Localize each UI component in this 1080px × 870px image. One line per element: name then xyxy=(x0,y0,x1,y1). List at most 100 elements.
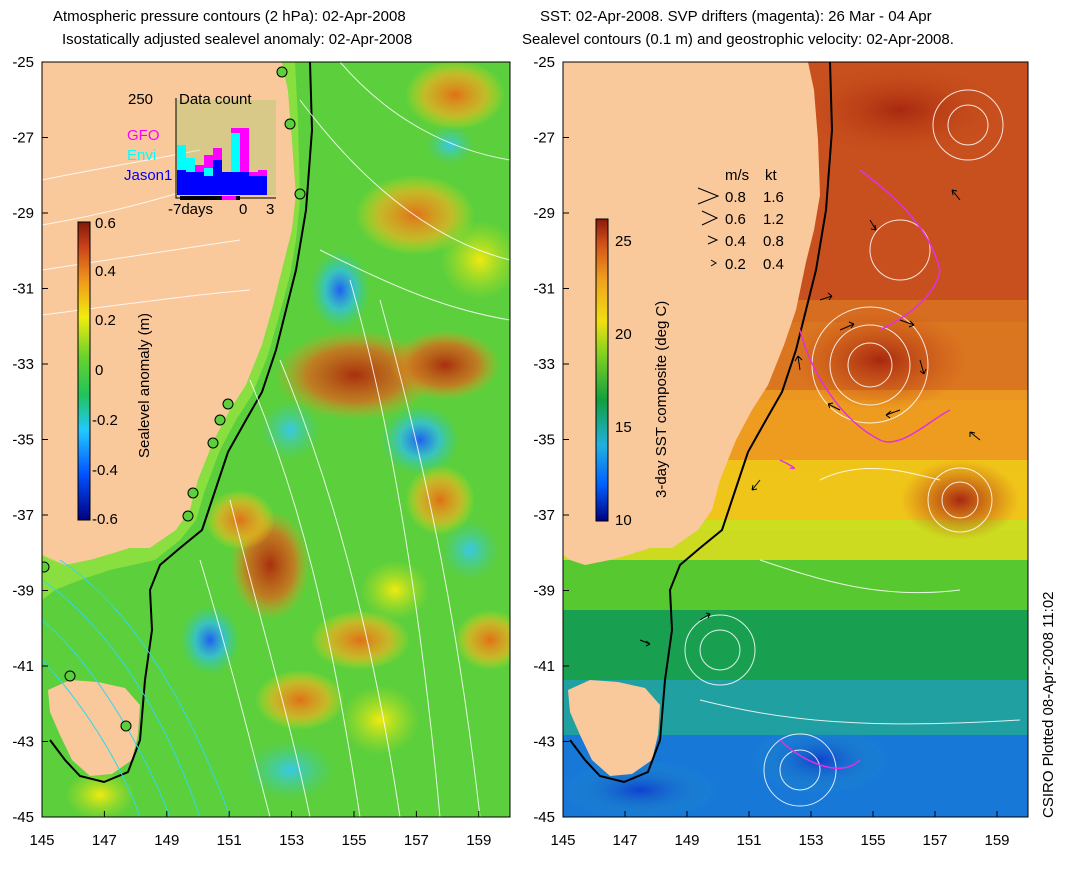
lat-tick-label: -37 xyxy=(533,507,555,524)
lat-tick-label: -27 xyxy=(12,130,34,147)
sst-hot-patch xyxy=(900,460,1020,540)
mainland-australia xyxy=(563,62,820,565)
lon-tick-label: 157 xyxy=(922,832,947,849)
sst-hot-patch xyxy=(790,62,1010,160)
lat-tick-label: -39 xyxy=(533,583,555,600)
anomaly-patch xyxy=(340,685,420,755)
lat-tick-label: -31 xyxy=(533,281,555,298)
lat-tick-label: -29 xyxy=(533,205,555,222)
lon-tick-label: 151 xyxy=(217,832,242,849)
inset-max-label: 250 xyxy=(128,91,153,108)
anomaly-tick: 0.4 xyxy=(95,263,116,280)
anomaly-patch xyxy=(440,220,510,300)
lat-tick-label: -33 xyxy=(12,356,34,373)
svp-drifter-tracks xyxy=(779,169,951,769)
lat-tick-label: -35 xyxy=(533,432,555,449)
inset-x-tick-end: 3 xyxy=(266,201,274,218)
anomaly-patch xyxy=(65,770,135,817)
left-title-line1: Atmospheric pressure contours (2 hPa): 0… xyxy=(53,8,406,25)
velocity-legend-header-kt: kt xyxy=(765,167,778,184)
anomaly-colorbar-ticks: 0.6 0.4 0.2 0 -0.2 -0.4 -0.6 xyxy=(92,215,118,528)
lon-tick-label: 159 xyxy=(984,832,1009,849)
lat-tick-label: -27 xyxy=(533,130,555,147)
lon-tick-label: 149 xyxy=(154,832,179,849)
tasmania xyxy=(48,680,140,776)
right-title-line2: Sealevel contours (0.1 m) and geostrophi… xyxy=(522,31,954,48)
lat-tick-label: -43 xyxy=(533,734,555,751)
lon-tick-label: 155 xyxy=(341,832,366,849)
sst-hot-patch xyxy=(790,310,970,410)
lat-tick-label: -45 xyxy=(12,809,34,826)
lon-tick-label: 147 xyxy=(612,832,637,849)
inset-legend-jason1: Jason1 xyxy=(124,167,172,184)
sst-tick: 20 xyxy=(615,326,632,343)
sst-tick: 10 xyxy=(615,512,632,529)
lon-tick-label: 145 xyxy=(550,832,575,849)
lat-tick-label: -37 xyxy=(12,507,34,524)
sst-map xyxy=(563,62,1028,817)
tide-gauge-markers xyxy=(42,66,306,732)
lat-tick-label: -35 xyxy=(12,432,34,449)
warm-eddy xyxy=(405,465,475,535)
lat-tick-label: -25 xyxy=(12,54,34,71)
velocity-legend-ms: 0.4 xyxy=(725,233,746,250)
velocity-legend-ms: 0.8 xyxy=(725,189,746,206)
lon-tick-label: 157 xyxy=(404,832,429,849)
inset-legend-gfo: GFO xyxy=(127,127,160,144)
axis-ticks: -25 -27 -29 -31 -33 -35 -37 -39 -41 -43 -45 145 147 1… xyxy=(12,54,1009,849)
lat-tick-label: -41 xyxy=(533,658,555,675)
lon-tick-label: 153 xyxy=(798,832,823,849)
isobath-contour xyxy=(49,62,314,784)
velocity-legend-kt: 1.2 xyxy=(763,211,784,228)
geostrophic-velocity-arrows xyxy=(639,189,981,647)
tasmania xyxy=(568,680,660,776)
sealevel-contours xyxy=(684,89,1021,807)
cold-eddy xyxy=(180,605,240,675)
lon-tick-label: 149 xyxy=(674,832,699,849)
cold-eddy xyxy=(440,520,500,580)
cyan-pressure-contours xyxy=(42,559,231,817)
sst-tick: 15 xyxy=(615,419,632,436)
inset-x-tick-zero: 0 xyxy=(239,201,247,218)
lat-tick-label: -41 xyxy=(12,658,34,675)
lat-tick-label: -33 xyxy=(533,356,555,373)
anomaly-colorbar-label: Sealevel anomaly (m) xyxy=(136,313,153,458)
lat-tick-label: -25 xyxy=(533,54,555,71)
cold-eddy xyxy=(310,250,370,330)
velocity-legend-kt: 0.8 xyxy=(763,233,784,250)
anomaly-tick: -0.2 xyxy=(92,412,118,429)
sst-cold-patch xyxy=(750,725,890,795)
warm-eddy xyxy=(205,490,275,550)
warm-eddy xyxy=(390,330,500,400)
warm-eddy xyxy=(405,62,505,130)
anomaly-tick: 0.2 xyxy=(95,312,116,329)
lon-tick-label: 147 xyxy=(92,832,117,849)
sst-cold-patch xyxy=(563,760,720,817)
anomaly-tick: -0.6 xyxy=(92,511,118,528)
sst-tick: 25 xyxy=(615,233,632,250)
anomaly-tick: 0.6 xyxy=(95,215,116,232)
lat-tick-label: -31 xyxy=(12,281,34,298)
velocity-arrow-0.6 xyxy=(701,210,719,226)
sealevel-anomaly-map: 250 Data count GFO Envi Jason1 -7days 0 … xyxy=(42,62,510,817)
inset-legend-envi: Envi xyxy=(127,147,156,164)
sst-colorbar-label: 3-day SST composite (deg C) xyxy=(653,301,670,498)
left-title-line2: Isostatically adjusted sealevel anomaly:… xyxy=(62,31,413,48)
inset-title: Data count xyxy=(179,91,252,108)
lon-tick-label: 145 xyxy=(29,832,54,849)
cold-eddy xyxy=(245,740,335,800)
lon-tick-label: 159 xyxy=(466,832,491,849)
cold-eddy xyxy=(260,400,320,460)
lat-tick-label: -39 xyxy=(12,583,34,600)
velocity-legend: m/s kt 0.8 1.6 0.6 1.2 0.4 0.8 0.2 0.4 xyxy=(697,167,784,273)
warm-eddy xyxy=(255,670,345,730)
sst-band xyxy=(563,610,1028,690)
right-title-line1: SST: 02-Apr-2008. SVP drifters (magenta)… xyxy=(540,8,932,25)
anomaly-tick: 0 xyxy=(95,362,103,379)
anomaly-colorbar xyxy=(77,221,91,521)
cold-eddy xyxy=(380,405,460,475)
lon-tick-label: 155 xyxy=(860,832,885,849)
velocity-legend-kt: 1.6 xyxy=(763,189,784,206)
warm-eddy xyxy=(455,610,510,670)
